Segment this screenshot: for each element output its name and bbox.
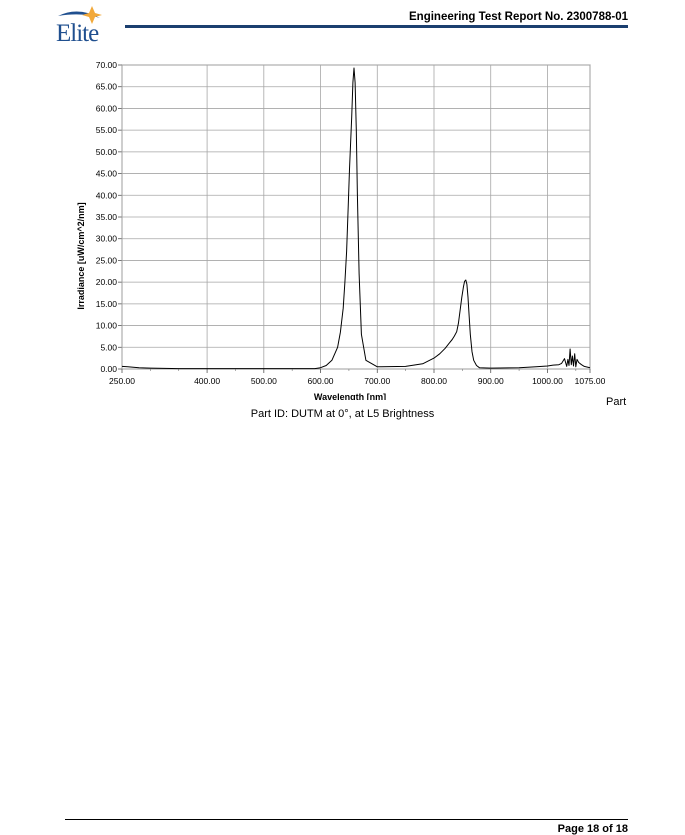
x-tick-labels: 250.00 400.00 500.00 600.00 700.00 800.00 900.… [109,376,606,386]
x-tick-label: 700.00 [364,376,390,386]
x-tick-label: 900.00 [478,376,504,386]
chart-series [121,67,591,370]
y-tick-label: 5.00 [100,342,117,352]
y-tick-label: 30.00 [96,234,118,244]
y-tick-label: 55.00 [96,125,118,135]
header-rule [125,25,628,28]
y-tick-label: 25.00 [96,255,118,265]
x-tick-label: 500.00 [251,376,277,386]
page-number: Page 18 of 18 [557,823,628,835]
star-swoosh-icon [58,6,102,24]
y-axis-label: Irradiance [uW/cm^2/nm] [76,202,86,309]
y-tick-label: 35.00 [96,212,118,222]
y-tick-labels: 0.00 5.00 10.00 15.00 20.00 25.00 30.00 35.00 40… [96,60,118,374]
y-tick-label: 40.00 [96,190,118,200]
chart-grid [118,64,591,373]
y-tick-label: 10.00 [96,321,118,331]
footer-rule [65,819,628,820]
y-tick-label: 20.00 [96,277,118,287]
report-title: Engineering Test Report No. 2300788-01 [409,11,628,23]
y-tick-label: 15.00 [96,299,118,309]
y-tick-label: 0.00 [100,364,117,374]
y-tick-label: 60.00 [96,103,118,113]
x-tick-label: 400.00 [194,376,220,386]
x-tick-label: 250.00 [109,376,135,386]
x-tick-label: 800.00 [421,376,447,386]
x-axis-label: Wavelength [nm] [314,392,386,400]
x-tick-label: 1075.00 [575,376,606,386]
y-tick-label: 45.00 [96,169,118,179]
logo-text: Elite [56,20,99,47]
company-logo: Elite [56,4,112,48]
series-line-0 [121,67,591,370]
y-tick-label: 50.00 [96,147,118,157]
chart-caption: Part ID: DUTM at 0°, at L5 Brightness [250,408,435,420]
x-tick-label: 600.00 [308,376,334,386]
y-tick-label: 65.00 [96,82,118,92]
cut-off-label: Part [606,396,627,408]
x-tick-label: 1000.00 [532,376,563,386]
spectrum-chart: 0.00 5.00 10.00 15.00 20.00 25.00 30.00 35.00 40… [76,60,606,400]
y-tick-label: 70.00 [96,60,118,70]
